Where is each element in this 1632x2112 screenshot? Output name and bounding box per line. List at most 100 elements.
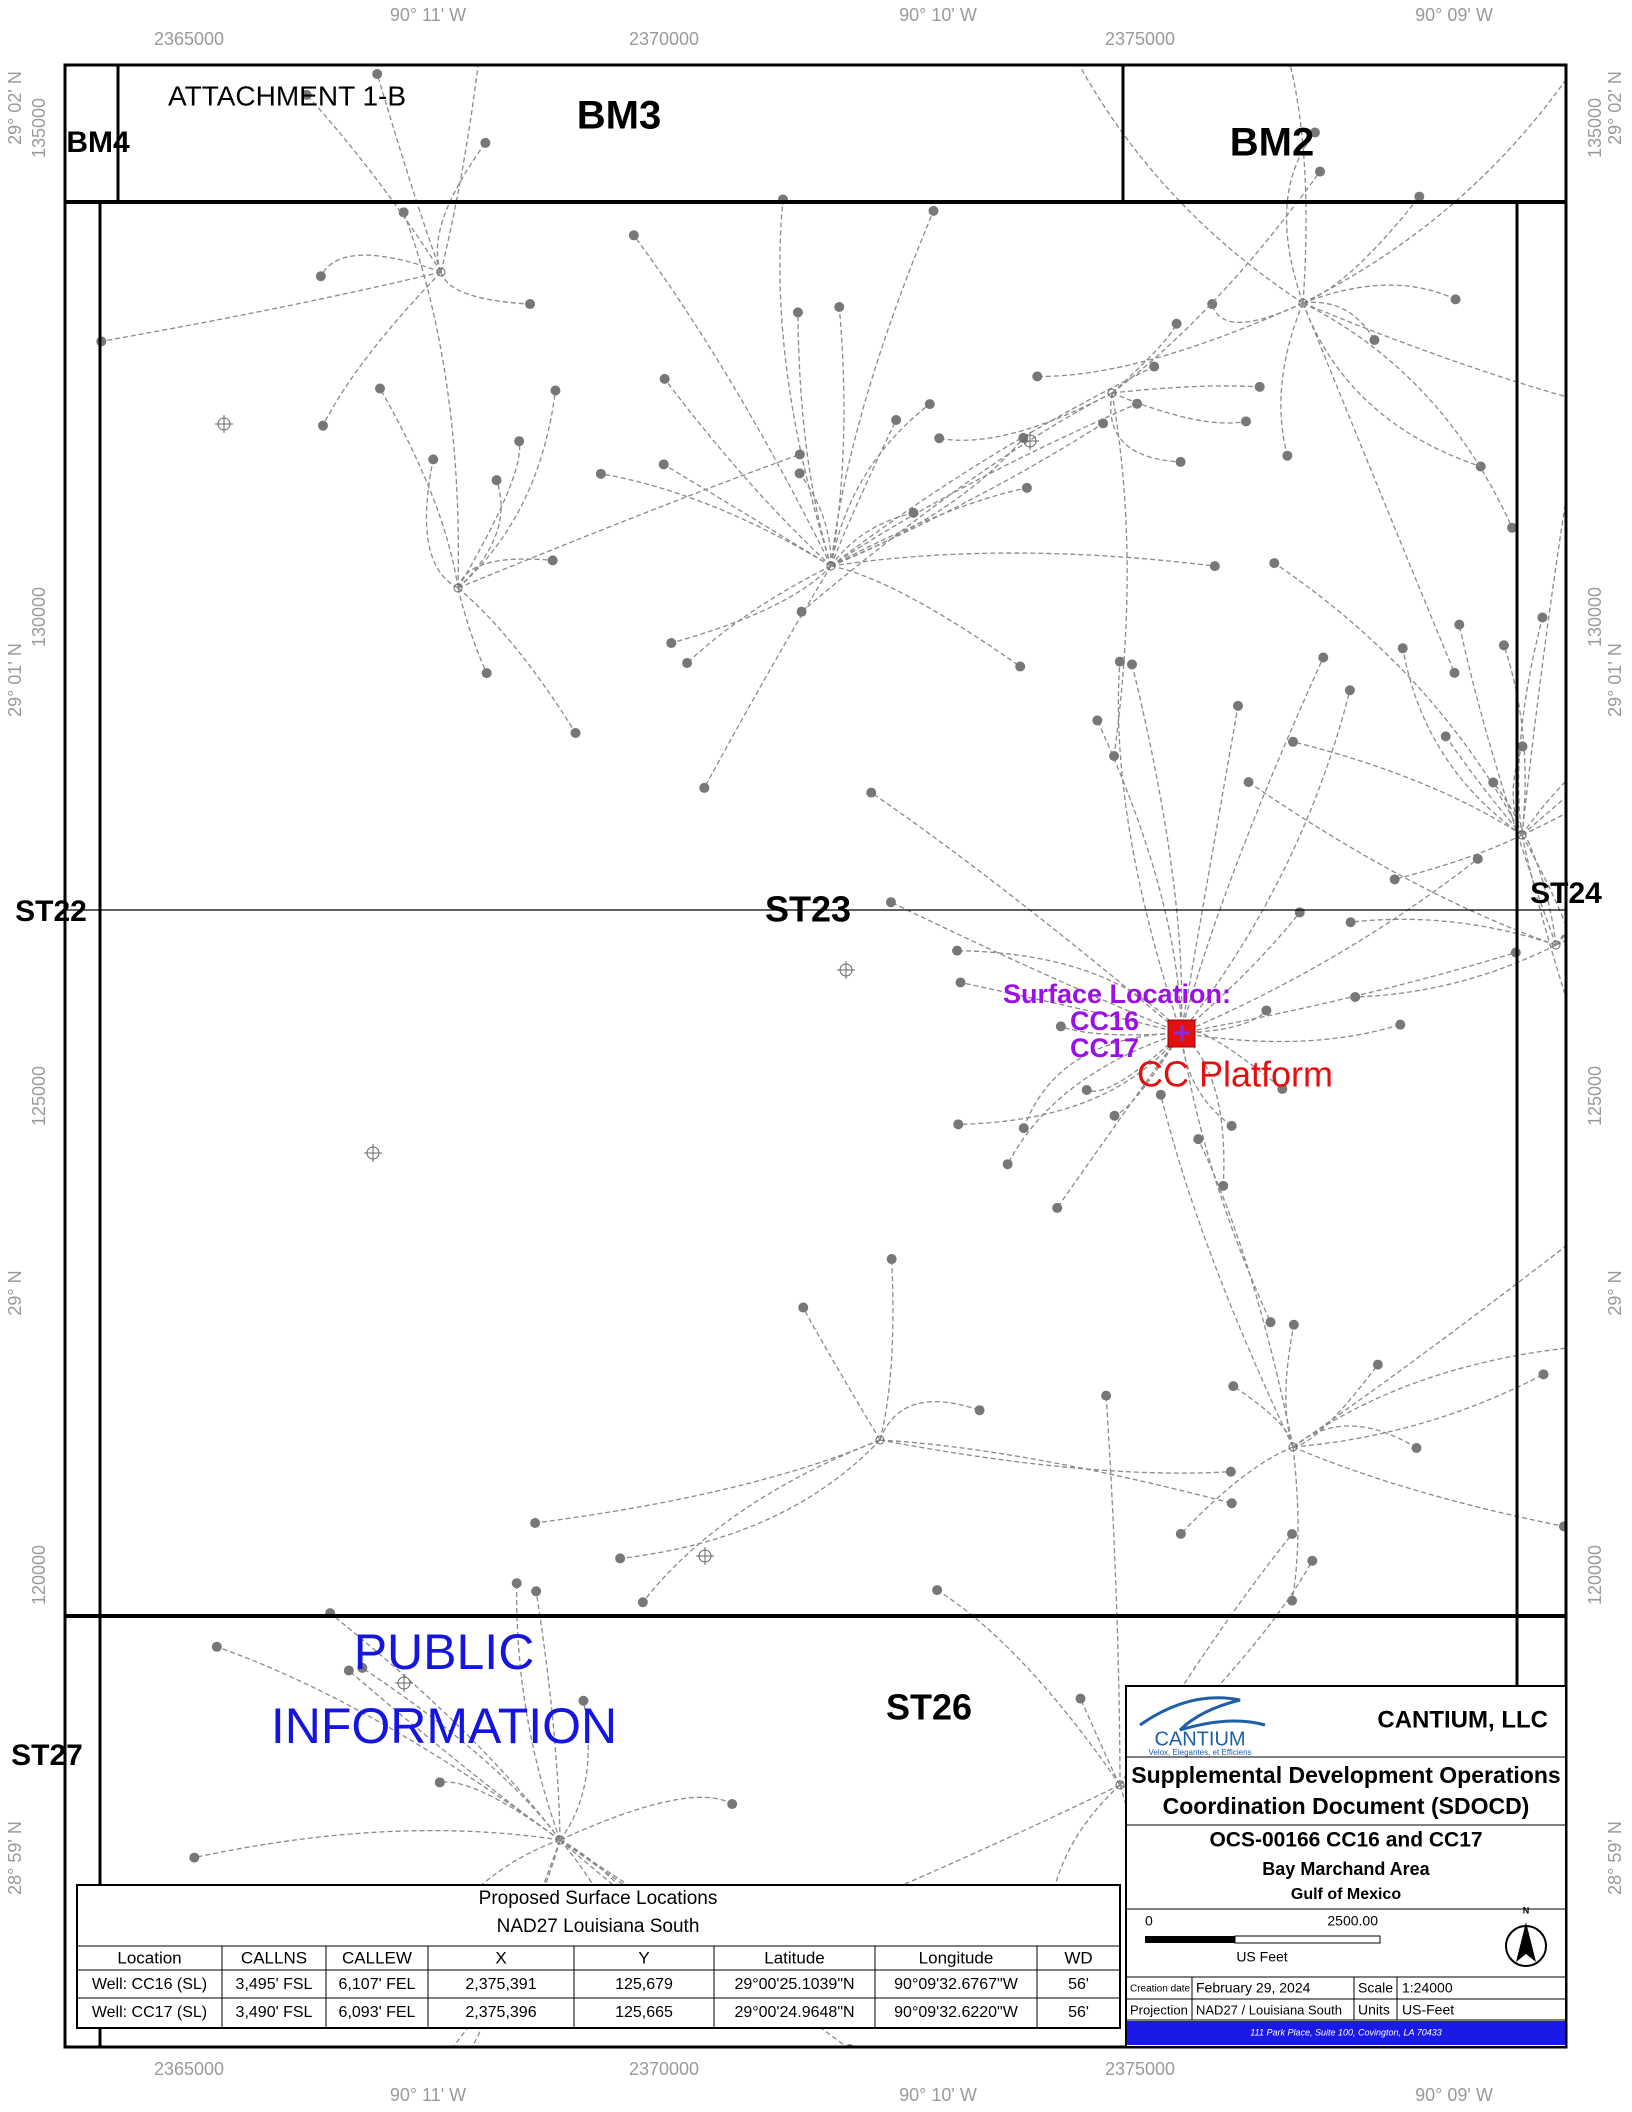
well-symbol [1109,751,1119,761]
well-symbol [1287,1596,1297,1606]
field-label: Projection [1130,2002,1188,2017]
well-symbol [659,459,669,469]
well-symbol [596,469,606,479]
well-symbol [531,1586,541,1596]
well-path [1112,386,1260,393]
well-path [437,143,485,272]
logo-tagline: Velox, Elegantes, et Efficiens [1148,1748,1251,1757]
well-symbol [316,271,326,281]
well-symbol [798,1303,808,1313]
well-symbol [638,1597,648,1607]
well-symbol [1127,659,1137,669]
well-symbol [1538,1369,1548,1379]
field-label: Units [1358,2002,1390,2018]
well-path [1198,1139,1293,1447]
well-symbol [525,299,535,309]
well-path [831,307,844,566]
field-value: 1:24000 [1402,1980,1453,1996]
well-path [780,199,831,566]
well-path [1446,736,1522,835]
well-symbol [1395,1020,1405,1030]
well-path [880,1440,1231,1473]
well-symbol [886,897,896,907]
table-header: WD [1064,1948,1092,1967]
field-label: Creation date [1130,1984,1190,1995]
well-symbol [1056,1021,1066,1031]
table-cell: 125,679 [615,1976,673,1993]
well-symbol [1193,1134,1203,1144]
well-path [323,272,441,426]
well-symbol [1092,715,1102,725]
northing-label: 120000 [29,1545,49,1605]
scale-bar [1145,1936,1235,1943]
table-cell: 90°09'32.6767"W [894,1976,1019,1993]
table-cell: 56' [1068,1976,1089,1993]
map: 2365000236500023700002370000237500023750… [0,0,1632,2112]
table-title: NAD27 Louisiana South [497,1916,700,1937]
table-cell: 2,375,396 [465,2004,536,2021]
well-symbol [1289,1320,1299,1330]
well-path [1522,835,1582,1008]
well-symbol [1473,854,1483,864]
well-path [1303,285,1456,303]
well-symbol [480,138,490,148]
well-path [1293,1238,1576,1447]
northing-label: 135000 [29,98,49,158]
well-path [1290,62,1306,303]
well-path [307,95,441,272]
well-symbol [1227,1121,1237,1131]
platform-label: CC Platform [1137,1054,1333,1095]
well-symbol [1295,907,1305,917]
block-label: ST24 [1530,877,1602,910]
well-symbol [428,454,438,464]
latitude-label: 29° 02' N [1605,71,1625,145]
well-symbol [1261,1005,1271,1015]
table-cell: 2,375,391 [465,1976,536,1993]
well-symbol [1101,1391,1111,1401]
well-symbol [435,1777,445,1787]
latitude-label: 29° N [5,1270,25,1315]
well-symbol [1149,362,1159,372]
table-title: Proposed Surface Locations [479,1888,718,1909]
well-symbol [1307,1556,1317,1566]
well-path [831,566,1020,667]
longitude-label: 90° 10' W [899,5,977,25]
well-symbol [952,946,962,956]
well-symbol [1499,640,1509,650]
field-value: February 29, 2024 [1196,1980,1311,1996]
longitude-label: 90° 10' W [899,2085,977,2105]
well-symbol [1350,992,1360,1002]
well-path [1112,172,1320,393]
longitude-label: 90° 09' W [1415,2085,1493,2105]
well-symbol [1019,1123,1029,1133]
well-symbol [1582,1341,1592,1351]
well-symbol [682,658,692,668]
well-path [1303,303,1619,411]
well-symbol [793,307,803,317]
well-symbol [891,415,901,425]
well-symbol [189,1853,199,1863]
longitude-label: 90° 11' W [390,5,466,25]
well-symbol [1476,461,1486,471]
well-symbol [318,421,328,431]
longitude-label: 90° 09' W [1415,5,1493,25]
block-label: ST22 [15,895,87,928]
well-symbol [1288,737,1298,747]
well-path [101,272,441,341]
company-name: CANTIUM, LLC [1377,1706,1548,1733]
well-path [831,367,1154,566]
well-path [321,255,441,276]
well-path [798,312,831,566]
well-path [620,1440,880,1558]
well-path [1293,1374,1543,1447]
well-path [458,588,576,733]
well-symbol [1032,371,1042,381]
document-subtitle: Bay Marchand Area [1262,1859,1430,1879]
well-symbol [1172,319,1182,329]
logo-text: CANTIUM [1154,1728,1245,1750]
well-symbol [1614,406,1624,416]
well-path [1274,563,1522,835]
well-symbol [372,69,382,79]
well-symbol [512,1578,522,1588]
well-symbol [1610,1135,1620,1145]
